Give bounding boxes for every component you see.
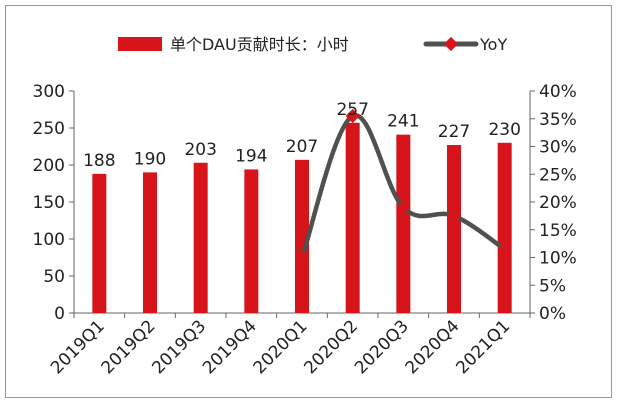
bar bbox=[497, 142, 512, 313]
bar-value-label: 203 bbox=[184, 140, 216, 160]
y-tick-label-left: 0 bbox=[54, 304, 65, 324]
bar-value-label: 190 bbox=[134, 149, 166, 169]
y-tick-label-right: 15% bbox=[539, 221, 577, 241]
yoy-line bbox=[294, 108, 512, 265]
bar-value-label: 257 bbox=[336, 100, 368, 120]
bar bbox=[92, 173, 107, 313]
yoy-point-marker bbox=[446, 208, 462, 223]
legend-swatch-bar bbox=[118, 37, 162, 51]
y-tick-label-right: 5% bbox=[539, 276, 566, 296]
yoy-point-marker bbox=[345, 108, 360, 124]
x-tick-label: 2019Q3 bbox=[148, 316, 210, 378]
y-tick-label-right: 0% bbox=[539, 304, 566, 324]
bar-value-label: 188 bbox=[83, 151, 115, 171]
bar-value-label: 230 bbox=[488, 120, 520, 140]
x-tick-label: 2019Q2 bbox=[98, 316, 160, 378]
x-tick-label: 2021Q1 bbox=[452, 316, 514, 378]
bar bbox=[244, 169, 259, 313]
data-labels: 188 190 203 194 207 257 241 227 230 bbox=[83, 100, 521, 171]
legend-label-yoy: YoY bbox=[479, 35, 507, 54]
y-tick-label-left: 100 bbox=[33, 230, 65, 250]
bar bbox=[396, 134, 411, 313]
y-tick-label-right: 20% bbox=[539, 193, 577, 213]
x-tick-label: 2020Q3 bbox=[351, 316, 413, 378]
bar bbox=[295, 159, 309, 313]
x-tick-label: 2020Q4 bbox=[402, 316, 464, 378]
yoy-point-marker bbox=[497, 242, 512, 257]
legend-label-bar: 单个DAU贡献时长：小时 bbox=[170, 35, 349, 54]
bar-value-label: 194 bbox=[235, 146, 267, 166]
bar bbox=[143, 172, 157, 313]
y-tick-label-left: 200 bbox=[33, 156, 65, 176]
legend: 单个DAU贡献时长：小时 YoY bbox=[118, 35, 507, 54]
y-tick-label-right: 10% bbox=[539, 249, 577, 269]
x-tick-label: 2020Q2 bbox=[300, 316, 362, 378]
bars bbox=[92, 122, 512, 313]
x-tick-label: 2019Q1 bbox=[47, 316, 109, 378]
bar bbox=[447, 145, 461, 313]
yoy-point-marker bbox=[396, 200, 411, 215]
y-tick-label-left: 50 bbox=[43, 267, 65, 287]
bar bbox=[193, 162, 208, 313]
bar-value-label: 227 bbox=[438, 122, 470, 142]
y-tick-label-left: 250 bbox=[33, 119, 65, 139]
bar bbox=[345, 122, 360, 313]
y-tick-label-right: 40% bbox=[539, 82, 577, 102]
bar-value-label: 241 bbox=[387, 112, 419, 132]
x-tick-label: 2020Q1 bbox=[250, 316, 312, 378]
x-tick-label: 2019Q4 bbox=[199, 316, 261, 378]
legend-swatch-marker bbox=[443, 36, 459, 52]
y-tick-label-right: 35% bbox=[539, 110, 577, 130]
y-tick-label-left: 300 bbox=[33, 82, 65, 102]
y-tick-label-left: 150 bbox=[33, 193, 65, 213]
yoy-point-marker bbox=[294, 250, 310, 265]
y-tick-label-right: 30% bbox=[539, 138, 577, 158]
y-tick-label-right: 25% bbox=[539, 165, 577, 185]
bar-value-label: 207 bbox=[286, 137, 318, 157]
